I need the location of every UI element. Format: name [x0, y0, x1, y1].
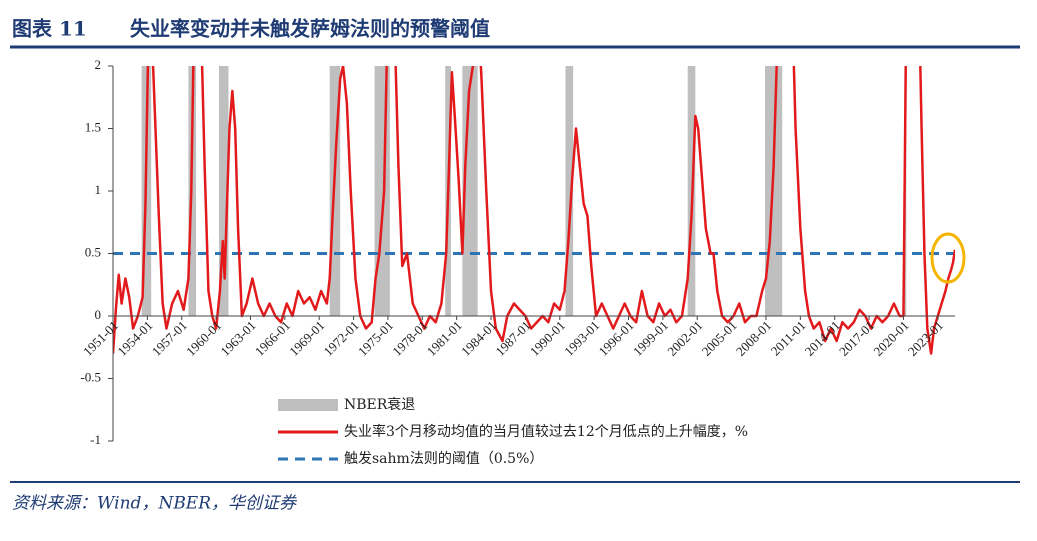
x-tick-label: 1981-01	[424, 318, 465, 359]
x-tick-label: 1987-01	[492, 318, 533, 359]
x-tick-label: 1990-01	[527, 318, 568, 359]
recession-band	[374, 66, 390, 316]
y-tick-label: -0.5	[80, 369, 101, 384]
x-tick-label: 1984-01	[458, 318, 499, 359]
recession-band	[218, 66, 229, 316]
plot-area	[113, 66, 955, 355]
recession-band	[565, 66, 574, 316]
x-tick-label: 1966-01	[252, 318, 293, 359]
y-tick-label: 0	[95, 307, 102, 322]
highlight-circle	[930, 232, 966, 284]
recession-band	[765, 66, 783, 316]
x-tick-label: 1969-01	[286, 318, 327, 359]
legend-label: NBER衰退	[344, 396, 415, 413]
x-tick-label: 1963-01	[217, 318, 258, 359]
figure-label: 图表 11	[12, 17, 87, 41]
x-tick-label: 1972-01	[321, 318, 362, 359]
y-tick-label: 2	[95, 57, 102, 72]
data-line	[113, 66, 955, 355]
x-tick-label: 1993-01	[561, 318, 602, 359]
chart-title: 失业率变动并未触发萨姆法则的预警阈值	[130, 17, 490, 41]
y-tick-label: -1	[90, 432, 101, 447]
x-tick-label: 2008-01	[733, 318, 774, 359]
x-tick-label: 2020-01	[870, 318, 911, 359]
x-tick-label: 1957-01	[149, 318, 190, 359]
x-tick-label: 2002-01	[664, 318, 705, 359]
legend-label: 触发sahm法则的阈值（0.5%）	[344, 451, 543, 467]
legend-swatch	[278, 399, 338, 411]
axes: -1-0.500.511.521951-011954-011957-011960…	[80, 57, 955, 467]
x-tick-label: 1999-01	[630, 318, 671, 359]
x-tick-label: 2005-01	[699, 318, 740, 359]
y-tick-label: 1	[95, 182, 102, 197]
x-tick-label: 2011-01	[768, 318, 809, 359]
x-tick-label: 1975-01	[355, 318, 396, 359]
x-tick-label: 1960-01	[183, 318, 224, 359]
source: 资料来源：Wind，NBER，华创证券	[12, 494, 298, 514]
legend-label: 失业率3个月移动均值的当月值较过去12个月低点的上升幅度，%	[344, 423, 748, 440]
y-tick-label: 0.5	[85, 244, 101, 259]
x-tick-label: 2023-01	[905, 318, 946, 359]
x-tick-label: 1978-01	[389, 318, 430, 359]
y-tick-label: 1.5	[85, 119, 101, 134]
